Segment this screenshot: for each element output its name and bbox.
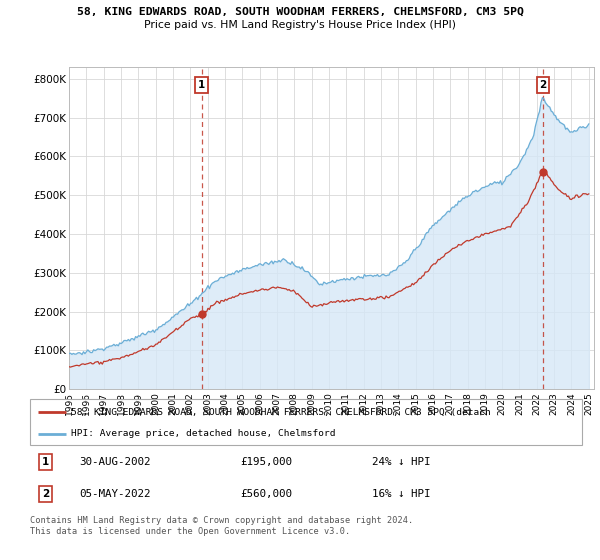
Text: 1: 1 (42, 457, 49, 467)
Text: 2: 2 (539, 80, 547, 90)
Text: 58, KING EDWARDS ROAD, SOUTH WOODHAM FERRERS, CHELMSFORD, CM3 5PQ (detach: 58, KING EDWARDS ROAD, SOUTH WOODHAM FER… (71, 408, 491, 417)
Text: 1: 1 (198, 80, 205, 90)
Text: 24% ↓ HPI: 24% ↓ HPI (372, 457, 431, 467)
Text: Price paid vs. HM Land Registry's House Price Index (HPI): Price paid vs. HM Land Registry's House … (144, 20, 456, 30)
Text: 30-AUG-2002: 30-AUG-2002 (80, 457, 151, 467)
Text: £195,000: £195,000 (240, 457, 292, 467)
Text: 05-MAY-2022: 05-MAY-2022 (80, 489, 151, 500)
Text: Contains HM Land Registry data © Crown copyright and database right 2024.
This d: Contains HM Land Registry data © Crown c… (30, 516, 413, 536)
Text: £560,000: £560,000 (240, 489, 292, 500)
Text: HPI: Average price, detached house, Chelmsford: HPI: Average price, detached house, Chel… (71, 429, 336, 438)
Text: 2: 2 (42, 489, 49, 500)
Text: 58, KING EDWARDS ROAD, SOUTH WOODHAM FERRERS, CHELMSFORD, CM3 5PQ: 58, KING EDWARDS ROAD, SOUTH WOODHAM FER… (77, 7, 523, 17)
Text: 16% ↓ HPI: 16% ↓ HPI (372, 489, 431, 500)
